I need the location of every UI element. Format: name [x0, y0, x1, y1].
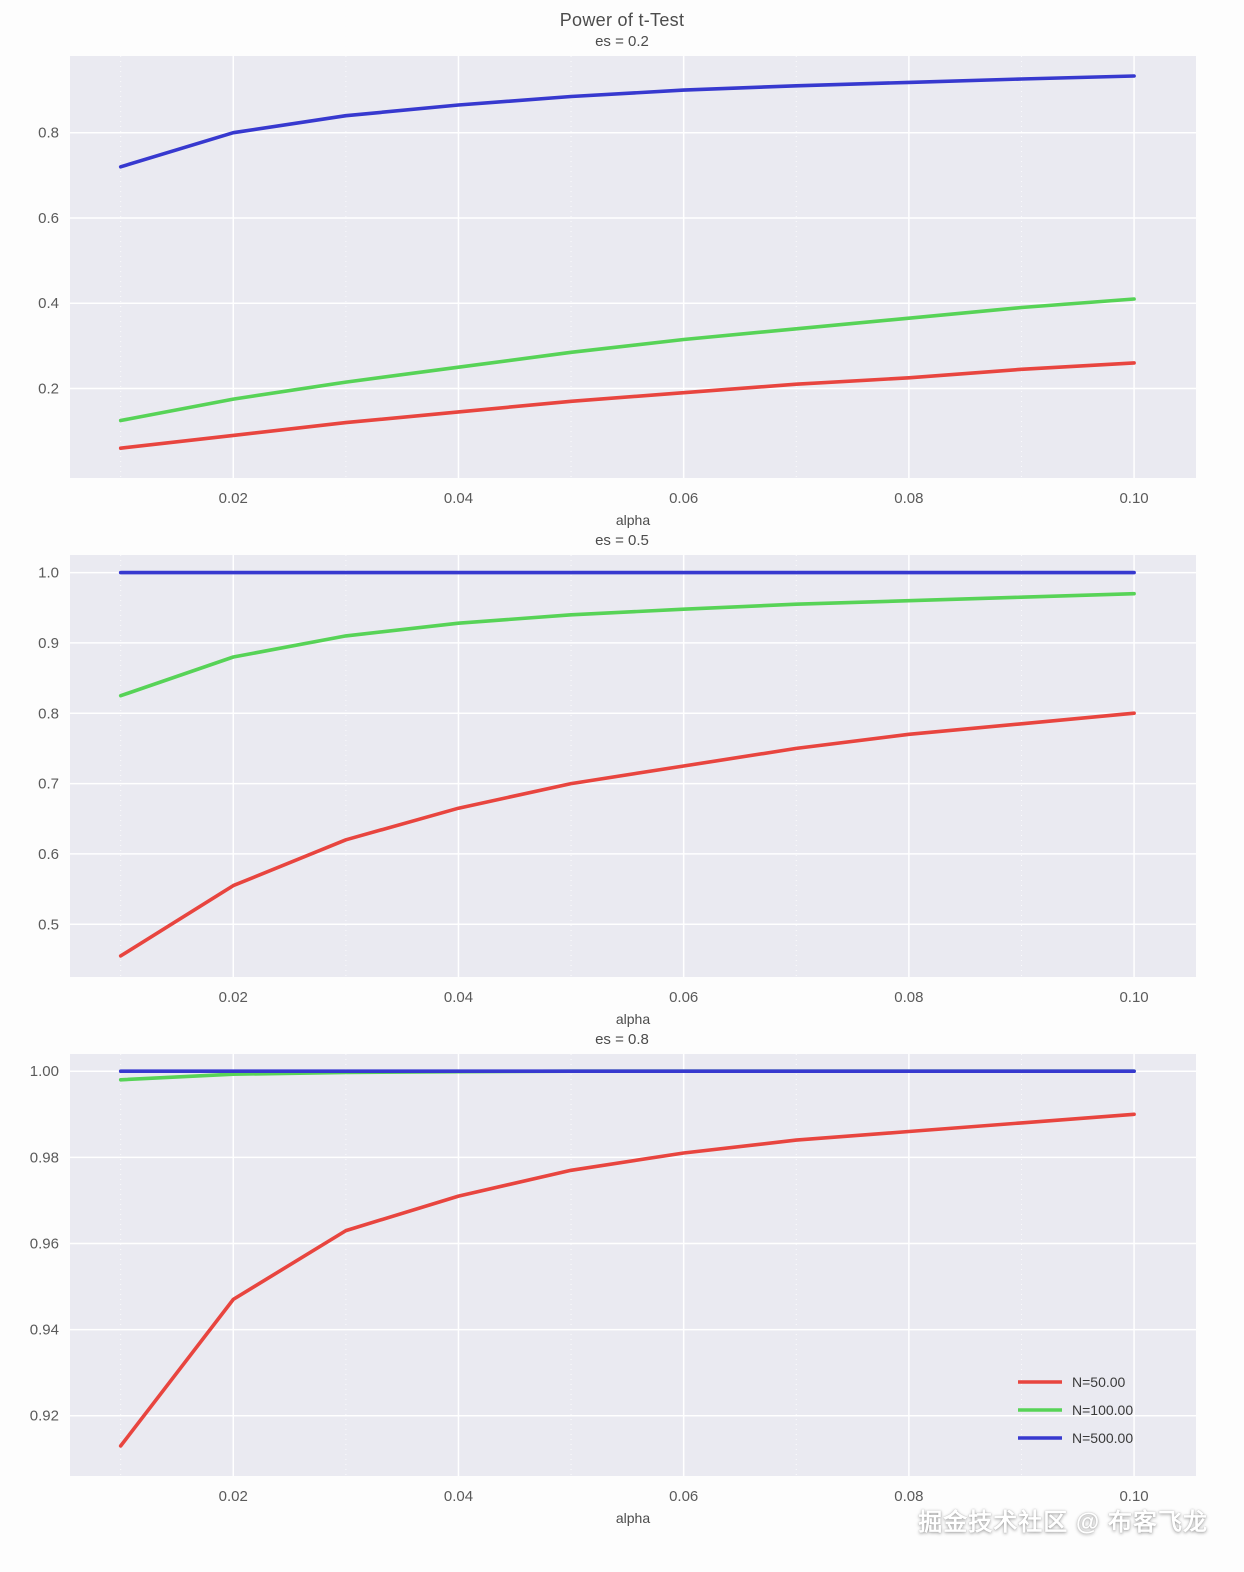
- x-tick-label: 0.02: [219, 989, 248, 1006]
- plot-svg: 0.02 0.04 0.06 0.08 0.10 0.5 0.6 0.7 0.8 0.9 1.0 al…: [38, 555, 1196, 1027]
- x-tick-label: 0.02: [219, 490, 248, 507]
- plot-svg: 0.02 0.04 0.06 0.08 0.10 0.2 0.4 0.6 0.8 alpha: [38, 56, 1196, 528]
- x-tick-label: 0.08: [894, 989, 923, 1006]
- subplot-title: es = 0.8: [595, 1031, 649, 1048]
- y-tick-label: 0.96: [30, 1235, 59, 1252]
- x-tick-label: 0.10: [1119, 1488, 1148, 1505]
- x-tick-label: 0.04: [444, 490, 473, 507]
- y-tick-label: 0.8: [38, 705, 59, 722]
- subplot-title: es = 0.2: [595, 33, 649, 50]
- x-tick-label: 0.06: [669, 490, 698, 507]
- y-tick-label: 0.94: [30, 1322, 59, 1339]
- subplot-es-0-2: es = 0.2 0.02 0.04 0.06 0.08 0.10 0.2 0.4 0.6 0.…: [0, 33, 1244, 530]
- plot-area: [70, 1054, 1196, 1476]
- plot-area: [70, 56, 1196, 478]
- x-tick-label: 0.10: [1119, 490, 1148, 507]
- y-tick-label: 0.92: [30, 1408, 59, 1425]
- plot-svg: 0.02 0.04 0.06 0.08 0.10 0.92 0.94 0.96 0.98 1.00…: [30, 1054, 1196, 1526]
- y-tick-label: 0.4: [38, 295, 59, 312]
- y-tick-label: 0.6: [38, 210, 59, 227]
- x-axis-label: alpha: [616, 1011, 650, 1027]
- y-tick-label: 0.7: [38, 776, 59, 793]
- x-tick-label: 0.02: [219, 1488, 248, 1505]
- y-tick-label: 0.5: [38, 916, 59, 933]
- legend-label: N=100.00: [1072, 1402, 1133, 1418]
- x-tick-label: 0.08: [894, 1488, 923, 1505]
- y-tick-label: 1.00: [30, 1063, 59, 1080]
- y-tick-label: 0.6: [38, 846, 59, 863]
- subplot-es-0-5: es = 0.5 0.02 0.04 0.06 0.08 0.10 0.5 0.6 0.7 0.…: [0, 532, 1244, 1029]
- y-tick-label: 1.0: [38, 565, 59, 582]
- y-tick-label: 0.2: [38, 380, 59, 397]
- x-tick-label: 0.06: [669, 1488, 698, 1505]
- series-line-N=100.00: [118, 297, 1136, 423]
- plot-area: [70, 555, 1196, 977]
- subplot-title: es = 0.5: [595, 532, 649, 549]
- y-tick-label: 0.8: [38, 125, 59, 142]
- x-tick-label: 0.08: [894, 490, 923, 507]
- series-line-N=500.00: [118, 74, 1136, 169]
- x-axis-label: alpha: [616, 1510, 650, 1526]
- legend-label: N=50.00: [1072, 1374, 1126, 1390]
- x-tick-label: 0.04: [444, 989, 473, 1006]
- x-tick-label: 0.06: [669, 989, 698, 1006]
- series-line-N=50.00: [118, 361, 1136, 451]
- subplot-es-0-8: es = 0.8 0.02 0.04 0.06 0.08 0.10 0.92 0.94 0.9…: [0, 1031, 1244, 1528]
- y-tick-label: 0.9: [38, 635, 59, 652]
- x-tick-label: 0.04: [444, 1488, 473, 1505]
- y-tick-label: 0.98: [30, 1149, 59, 1166]
- series-line-N=50.00: [118, 711, 1136, 958]
- series-line-N=100.00: [118, 591, 1136, 698]
- x-axis-label: alpha: [616, 512, 650, 528]
- x-tick-label: 0.10: [1119, 989, 1148, 1006]
- figure-title: Power of t-Test: [559, 10, 685, 30]
- legend-label: N=500.00: [1072, 1430, 1133, 1446]
- series-line-N=50.00: [118, 1112, 1136, 1448]
